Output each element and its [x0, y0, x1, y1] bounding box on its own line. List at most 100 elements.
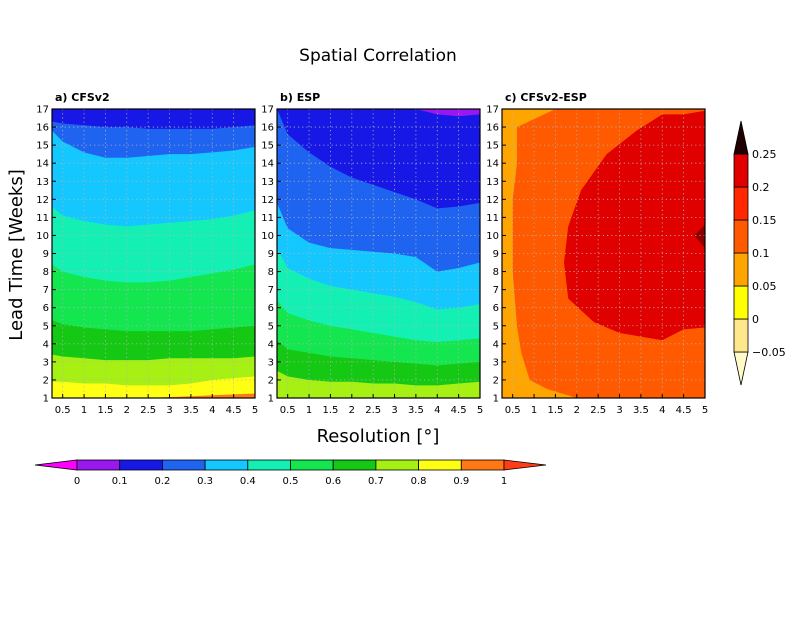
colorbar-box: [733, 318, 749, 353]
colorbar-box: [119, 459, 163, 471]
y-tick-label: 14: [36, 159, 49, 170]
x-tick-label: 4.5: [451, 405, 467, 416]
y-tick-label: 8: [268, 267, 274, 278]
region-level-0.2: [694, 224, 705, 249]
colorbar-tick-label: −0.05: [752, 346, 786, 359]
x-tick-label: 4.5: [226, 405, 242, 416]
x-tick-label: 2.5: [365, 405, 381, 416]
x-tick-label: 1.5: [97, 405, 113, 416]
colorbar-tick-label: 0.05: [752, 280, 777, 293]
y-tick-label: 9: [493, 249, 499, 260]
x-tick-label: 5: [477, 405, 483, 416]
y-tick-label: 6: [493, 303, 499, 314]
colorbar-tick-label: 0.15: [752, 214, 777, 227]
x-tick-label: 5: [252, 405, 258, 416]
x-tick-label: 3: [166, 405, 172, 416]
x-tick-label: 3.5: [183, 405, 199, 416]
horizontal-colorbar: 0 0.1 0.2 0.3 0.4 0.5 0.6 0.7 0.8 0.9 1: [34, 459, 547, 487]
region-level-0.15: [563, 110, 705, 341]
y-tick-label: 4: [43, 339, 49, 350]
y-tick-label: 5: [493, 321, 499, 332]
x-tick-label: 3: [391, 405, 397, 416]
x-tick-label: 2.5: [590, 405, 606, 416]
colorbar-tick-label: 0.5: [283, 476, 299, 487]
y-tick-label: 6: [43, 303, 49, 314]
band-level-0.8: [52, 376, 255, 398]
colorbar-tick-label: 0.25: [752, 148, 777, 161]
colorbar-arrow-low: [733, 351, 749, 386]
y-tick-label: 10: [36, 231, 49, 242]
x-tick-label: 4: [659, 405, 665, 416]
y-tick-label: 10: [486, 231, 499, 242]
y-tick-label: 3: [43, 357, 49, 368]
x-tick-label: 4: [434, 405, 440, 416]
colorbar-tick-label: 0.8: [411, 476, 427, 487]
y-tick-label: 13: [261, 177, 274, 188]
y-tick-label: 17: [261, 105, 274, 116]
y-tick-label: 1: [493, 394, 499, 405]
band-level-0.9: [52, 393, 255, 398]
x-tick-label: 1.5: [547, 405, 563, 416]
colorbar-arrow-high: [733, 120, 749, 155]
y-tick-label: 1: [268, 394, 274, 405]
y-tick-label: 11: [486, 213, 499, 224]
y-tick-label: 5: [43, 321, 49, 332]
colorbar-box: [733, 219, 749, 254]
y-tick-label: 16: [486, 123, 499, 134]
x-tick-label: 2: [349, 405, 355, 416]
y-tick-label: 8: [493, 267, 499, 278]
x-tick-label: 0.5: [55, 405, 71, 416]
colorbar-tick-label: 0: [74, 476, 80, 487]
colorbar-box: [161, 459, 206, 471]
x-tick-label: 1: [81, 405, 87, 416]
x-tick-label: 5: [702, 405, 708, 416]
x-axis-label: Resolution [°]: [317, 426, 440, 447]
y-tick-label: 7: [43, 285, 49, 296]
panel-fill: [52, 109, 255, 398]
colorbar-box: [733, 153, 749, 188]
colorbar-box: [76, 459, 121, 471]
y-tick-label: 4: [268, 339, 274, 350]
y-tick-label: 16: [261, 123, 274, 134]
colorbar-tick-label: 0.2: [752, 181, 770, 194]
y-tick-label: 9: [268, 249, 274, 260]
panel-label: a) CFSv2: [55, 91, 110, 104]
y-tick-label: 11: [261, 213, 274, 224]
colorbar-box: [204, 459, 249, 471]
y-tick-label: 12: [36, 195, 49, 206]
y-tick-label: 12: [261, 195, 274, 206]
x-tick-label: 1: [531, 405, 537, 416]
colorbar-box: [733, 285, 749, 320]
x-tick-label: 3.5: [633, 405, 649, 416]
grid: [277, 109, 481, 398]
colorbar-box: [733, 186, 749, 221]
colorbar-tick-label: 1: [501, 476, 507, 487]
colorbar-tick-label: 0.9: [453, 476, 469, 487]
x-tick-label: 2: [574, 405, 580, 416]
y-tick-label: 14: [261, 159, 274, 170]
grid: [502, 109, 706, 398]
y-tick-label: 15: [486, 141, 499, 152]
y-tick-label: 17: [36, 105, 49, 116]
y-tick-label: 8: [43, 267, 49, 278]
y-tick-label: 12: [486, 195, 499, 206]
x-tick-label: 3: [616, 405, 622, 416]
y-tick-label: 17: [486, 105, 499, 116]
colorbar-tick-label: 0.1: [112, 476, 128, 487]
y-tick-label: 7: [493, 285, 499, 296]
y-tick-label: 11: [36, 213, 49, 224]
y-tick-label: 15: [261, 141, 274, 152]
colorbar-tick-label: 0.3: [197, 476, 213, 487]
colorbar-arrow-low: [34, 459, 78, 471]
panel-label: c) CFSv2-ESP: [505, 91, 587, 104]
x-tick-label: 3.5: [408, 405, 424, 416]
colorbar-box: [247, 459, 291, 471]
grid: [52, 109, 256, 398]
y-tick-label: 2: [43, 375, 49, 386]
x-tick-label: 0.5: [280, 405, 296, 416]
colorbar-box: [375, 459, 419, 471]
y-tick-label: 10: [261, 231, 274, 242]
x-tick-label: 2: [124, 405, 130, 416]
